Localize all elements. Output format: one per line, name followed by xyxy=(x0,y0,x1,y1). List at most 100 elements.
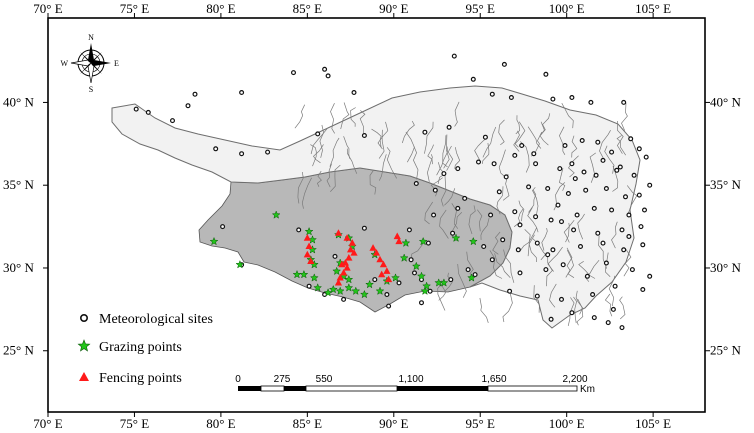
compass-rose: N S E W xyxy=(60,33,119,94)
x-tick-label-bottom-100: 100° E xyxy=(549,416,585,431)
river-line xyxy=(326,163,332,188)
fencing-point xyxy=(343,234,351,241)
meteorological-site xyxy=(619,227,625,233)
meteorological-site xyxy=(600,157,606,163)
tibetan-plateau xyxy=(111,85,641,329)
river-line xyxy=(442,135,448,168)
meteorological-site xyxy=(641,207,647,213)
meteorological-site xyxy=(591,205,597,211)
meteorological-site xyxy=(631,172,637,178)
meteorological-site xyxy=(558,296,564,302)
meteorological-site xyxy=(489,91,495,97)
river-line xyxy=(444,188,456,206)
meteorological-site xyxy=(472,272,478,278)
meteorological-site xyxy=(500,237,506,243)
meteorological-site xyxy=(647,273,653,279)
meteorological-site xyxy=(531,151,537,157)
river-line xyxy=(563,219,575,243)
scale-unit-label: Km xyxy=(580,384,595,395)
river-line xyxy=(494,253,511,278)
meteorological-site xyxy=(488,212,494,218)
scale-label-1650: 1,650 xyxy=(481,374,506,385)
river-line xyxy=(514,121,526,148)
river-line xyxy=(599,130,611,159)
meteorological-site xyxy=(610,306,616,312)
river-line xyxy=(589,152,597,183)
grazing-point xyxy=(401,238,411,247)
river-line xyxy=(297,171,304,204)
river-line xyxy=(330,164,341,192)
meteorological-site xyxy=(239,151,245,157)
river-line xyxy=(405,131,415,163)
river-line xyxy=(573,296,577,324)
river-line xyxy=(611,221,618,249)
river-line xyxy=(502,293,513,323)
meteorological-site xyxy=(451,53,457,59)
meteorological-site xyxy=(145,109,151,115)
meteorological-site xyxy=(419,300,425,306)
meteorological-site xyxy=(213,146,219,152)
y-tick-label-right-25: 25° N xyxy=(710,343,741,358)
x-tick-label-bottom-75: 75° E xyxy=(120,416,149,431)
meteorological-site xyxy=(427,288,433,294)
river-line xyxy=(621,103,628,131)
fencing-point xyxy=(345,254,353,261)
fencing-point xyxy=(350,249,358,256)
meteorological-site xyxy=(609,149,615,155)
river-line xyxy=(439,209,449,239)
axis-ticks: 70° E 70° E 75° E 75° E 80° E 80° E 85° E 85° E… xyxy=(3,1,741,431)
grazing-point xyxy=(304,226,314,236)
x-tick-label-bottom-85: 85° E xyxy=(293,416,322,431)
scale-label-1100: 1,100 xyxy=(398,374,423,385)
river-line xyxy=(616,135,626,156)
meteorological-site xyxy=(577,244,583,250)
fencing-point xyxy=(376,255,384,263)
river-line xyxy=(565,247,573,278)
meteorological-site xyxy=(306,283,312,289)
legend-fencing-label: Fencing points xyxy=(99,371,182,386)
fencing-point xyxy=(372,249,381,256)
legend-grazing-symbol xyxy=(77,339,91,352)
meteorological-site xyxy=(640,242,646,248)
meteorological-site xyxy=(555,202,561,208)
river-line xyxy=(294,104,306,129)
meteorological-site xyxy=(446,124,452,130)
fencing-point xyxy=(393,232,401,240)
meteorological-site xyxy=(476,159,482,165)
x-tick-label-top-95: 95° E xyxy=(466,1,495,16)
river-line xyxy=(330,103,335,134)
river-line xyxy=(350,107,356,127)
river-line xyxy=(496,186,504,215)
compass-nw-arrow xyxy=(80,52,91,63)
meteorological-site xyxy=(621,99,627,105)
meteorological-site xyxy=(239,89,245,95)
river-line xyxy=(519,227,537,252)
meteorological-site xyxy=(470,76,476,82)
meteorological-site xyxy=(351,89,357,95)
meteorological-site xyxy=(583,187,589,193)
y-tick-label-right-30: 30° N xyxy=(710,260,741,275)
river-line xyxy=(568,155,579,178)
scale-label-0: 0 xyxy=(235,374,241,385)
grazing-point xyxy=(335,286,345,295)
river-line xyxy=(369,169,377,195)
river-line xyxy=(577,213,585,240)
river-line xyxy=(451,203,459,229)
x-tick-label-bottom-70: 70° E xyxy=(33,416,62,431)
fencing-point xyxy=(385,275,393,283)
meteorological-site xyxy=(432,187,438,193)
scale-bar: 0 275 550 1,100 1,650 2,200 Km xyxy=(235,374,595,395)
fencing-point xyxy=(303,234,311,241)
meteorological-site xyxy=(545,252,551,258)
meteorological-site xyxy=(406,227,412,233)
river-line xyxy=(319,124,324,158)
meteorological-site xyxy=(508,94,514,100)
river-line xyxy=(401,120,415,144)
meteorological-site xyxy=(543,267,549,273)
river-line xyxy=(329,137,340,167)
river-line xyxy=(623,249,632,277)
river-line xyxy=(575,290,584,315)
meteorological-site xyxy=(296,227,302,233)
meteorological-site xyxy=(332,253,338,259)
river-line xyxy=(528,234,537,263)
